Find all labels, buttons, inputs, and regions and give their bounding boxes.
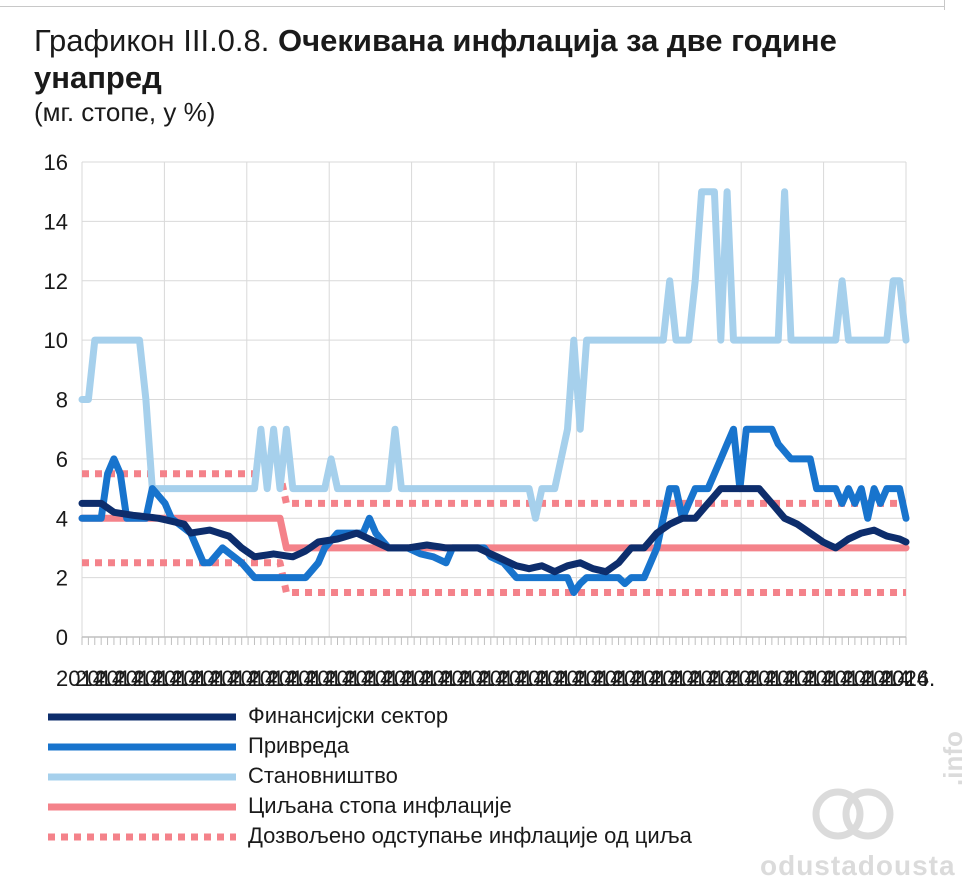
x-tick-label: 2014. [267, 666, 322, 691]
legend-swatch-tolerance [48, 833, 236, 841]
x-tick-label: 2014. [363, 666, 418, 691]
x-tick-label: 2014. [650, 666, 705, 691]
series-target-line [78, 514, 910, 552]
top-border [0, 0, 944, 7]
x-tick-label: 2014. [842, 666, 897, 691]
x-tick-label: 2014. [439, 666, 494, 691]
y-tick-label: 6 [56, 447, 68, 472]
x-tick-label: 2014. [669, 666, 724, 691]
x-tick-label: 2014. [56, 666, 111, 691]
legend-item-business: Привреда [48, 732, 748, 762]
series-financial-line [78, 485, 910, 576]
x-tick-label-last: 2026. [880, 666, 935, 691]
x-tick-label: 2014. [343, 666, 398, 691]
legend-swatch-target [48, 803, 236, 811]
y-tick-label: 12 [44, 269, 68, 294]
legend-swatch-business [48, 743, 236, 751]
x-tick-label: 2014. [861, 666, 916, 691]
legend-label-business: Привреда [248, 733, 350, 758]
x-tick-label: 2014. [727, 666, 782, 691]
legend-item-tolerance: Дозвољено одступање инфлације од циља [48, 822, 748, 878]
x-tick-label: 2014. [478, 666, 533, 691]
x-tick-label: 2014. [420, 666, 475, 691]
y-tick-label: 16 [44, 150, 68, 175]
legend-item-households: Становништво [48, 762, 748, 792]
chart-title-prefix: Графикон III.0.8. [34, 23, 270, 58]
x-tick-label: 2014. [113, 666, 168, 691]
series-tolerance-lower-line [82, 559, 906, 596]
x-tick-label: 2014. [94, 666, 149, 691]
series-tolerance-upper-line [82, 470, 906, 507]
x-tick-label: 2014. [458, 666, 513, 691]
watermark-text: odustadousta [760, 850, 956, 881]
x-tick-label: 2014. [535, 666, 590, 691]
x-tick-label: 2014. [209, 666, 264, 691]
x-tick-label: 2014. [228, 666, 283, 691]
x-tick-label: 2014. [708, 666, 763, 691]
legend-label-households: Становништво [248, 763, 398, 788]
chart-subtitle: (мг. стопе, у %) [34, 97, 216, 127]
watermark-logo-icon [812, 788, 894, 840]
x-tick-label: 2014. [823, 666, 878, 691]
y-tick-label: 14 [44, 209, 68, 234]
y-tick-label: 10 [44, 328, 68, 353]
x-tick-label: 2014. [190, 666, 245, 691]
x-tick-label: 2014. [75, 666, 130, 691]
legend-item-target: Циљана стопа инфлације [48, 792, 748, 822]
legend-label-target: Циљана стопа инфлације [248, 793, 512, 818]
x-tick-label: 2014. [382, 666, 437, 691]
x-tick-label: 2014. [324, 666, 379, 691]
x-tick-label: 2014. [171, 666, 226, 691]
watermark: odustadousta .info [760, 731, 970, 890]
x-tick-label: 2014. [286, 666, 341, 691]
x-tick-label: 2014. [554, 666, 609, 691]
y-tick-label: 8 [56, 388, 68, 413]
x-tick-label: 2014. [497, 666, 552, 691]
x-tick-label: 2014. [593, 666, 648, 691]
legend-item-financial: Финансијски сектор [48, 702, 748, 732]
watermark-side-text: .info [938, 731, 968, 786]
x-tick-label: 2014. [305, 666, 360, 691]
legend-swatch-financial [48, 713, 236, 721]
x-tick-label: 2014. [746, 666, 801, 691]
y-tick-label: 4 [56, 506, 68, 531]
legend-swatch-households [48, 773, 236, 781]
line-chart: 02468101214162014.2014.2014.2014.2014.20… [44, 150, 936, 691]
y-tick-label: 2 [56, 566, 68, 591]
x-tick-label: 2014. [612, 666, 667, 691]
chart-title: Графикон III.0.8. Очекивана инфлација за… [34, 22, 934, 96]
x-tick-label: 2014. [516, 666, 571, 691]
y-tick-label: 0 [56, 625, 68, 650]
chart-title-bold: Очекивана инфлација за две године унапре… [34, 23, 837, 95]
x-tick-label: 2014. [765, 666, 820, 691]
x-tick-label: 2014. [152, 666, 207, 691]
x-tick-label: 2014. [133, 666, 188, 691]
x-tick-label: 2014. [688, 666, 743, 691]
x-tick-label: 2014. [803, 666, 858, 691]
x-tick-label: 2014. [880, 666, 935, 691]
x-tick-label: 2014. [401, 666, 456, 691]
x-tick-label: 2014. [784, 666, 839, 691]
x-tick-label: 2014. [573, 666, 628, 691]
series-households-line [78, 188, 910, 522]
legend-label-tolerance: Дозвољено одступање инфлације од циља [248, 823, 692, 848]
x-tick-label: 2014. [248, 666, 303, 691]
x-tick-label: 2014. [631, 666, 686, 691]
corner-border [944, 0, 980, 10]
legend-label-financial: Финансијски сектор [248, 703, 449, 728]
